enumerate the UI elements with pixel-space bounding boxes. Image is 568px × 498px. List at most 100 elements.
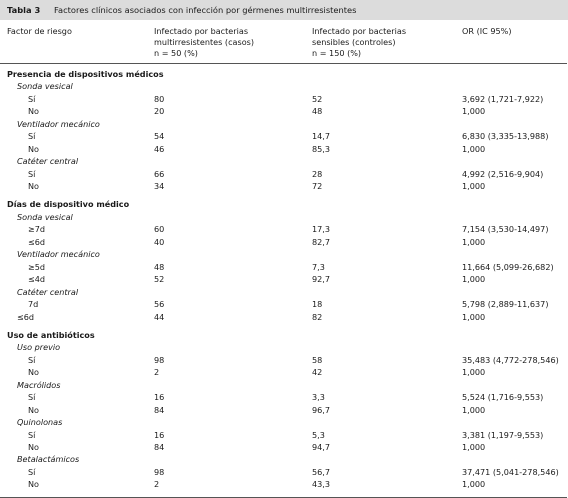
cell-controles: 7,3 [312,262,325,272]
cell-casos: 60 [154,224,165,234]
cell-casos: 66 [154,169,165,179]
row-label: ≤4d [28,274,46,284]
header-factor: Factor de riesgo [7,26,72,36]
subsection-heading: Ventilador mecánico [17,119,100,129]
cell-or: 5,798 (2,889-11,637) [462,299,549,309]
row-label: Sí [28,131,36,141]
cell-casos: 84 [154,442,165,452]
cell-casos: 16 [154,430,165,440]
cell-or: 1,000 [462,274,486,284]
cell-or: 1,000 [462,144,486,154]
row-label: ≤6d [28,237,46,247]
subsection-heading: Uso previo [17,342,61,352]
header-controles: Infectado por bacterias sensibles (contr… [312,26,407,58]
subsection-heading: Macrólidos [17,380,61,390]
cell-or: 1,000 [462,479,486,489]
cell-or: 6,830 (3,335-13,988) [462,131,549,141]
row-label: No [28,442,40,452]
row-label: Sí [28,467,36,477]
cell-controles: 17,3 [312,224,331,234]
header-casos: Infectado por bacterias multirresistente… [154,26,255,58]
row-label: No [28,106,40,116]
subsection-heading: Sonda vesical [17,81,73,91]
table-number: Tabla 3 [7,5,41,15]
cell-controles: 92,7 [312,274,331,284]
cell-casos: 20 [154,106,165,116]
cell-or: 4,992 (2,516-9,904) [462,169,544,179]
row-label: No [28,367,40,377]
cell-casos: 98 [154,355,165,365]
header-rule [0,63,567,64]
cell-controles: 5,3 [312,430,325,440]
row-label: Sí [28,430,36,440]
cell-casos: 48 [154,262,165,272]
subsection-heading: Betalactámicos [17,454,80,464]
table-caption: Tabla 3 Factores clínicos asociados con … [0,0,568,20]
row-label: No [28,405,40,415]
cell-or: 11,664 (5,099-26,682) [462,262,554,272]
row-label: No [28,144,40,154]
cell-controles: 58 [312,355,323,365]
row-label: Sí [28,355,36,365]
cell-controles: 48 [312,106,323,116]
row-label: No [28,479,40,489]
cell-controles: 28 [312,169,323,179]
cell-casos: 40 [154,237,165,247]
cell-casos: 54 [154,131,165,141]
row-label: Sí [28,392,36,402]
cell-controles: 72 [312,181,323,191]
cell-casos: 16 [154,392,165,402]
cell-or: 35,483 (4,772-278,546) [462,355,559,365]
cell-controles: 82,7 [312,237,331,247]
cell-casos: 80 [154,94,165,104]
section-heading: Días de dispositivo médico [7,199,130,209]
cell-casos: 56 [154,299,165,309]
cell-casos: 98 [154,467,165,477]
row-label: ≥7d [28,224,46,234]
cell-casos: 46 [154,144,165,154]
cell-or: 1,000 [462,367,486,377]
cell-controles: 85,3 [312,144,331,154]
cell-controles: 52 [312,94,323,104]
row-label: 7d [28,299,39,309]
table-title: Factores clínicos asociados con infecció… [54,5,357,15]
cell-or: 1,000 [462,237,486,247]
header-or: OR (IC 95%) [462,26,512,36]
cell-controles: 3,3 [312,392,325,402]
cell-or: 3,381 (1,197-9,553) [462,430,544,440]
row-label: ≥5d [28,262,46,272]
cell-casos: 2 [154,479,160,489]
subsection-heading: Sonda vesical [17,212,73,222]
section-heading: Uso de antibióticos [7,330,95,340]
cell-or: 1,000 [462,106,486,116]
cell-or: 7,154 (3,530-14,497) [462,224,549,234]
cell-controles: 96,7 [312,405,331,415]
cell-or: 1,000 [462,312,486,322]
row-label: Sí [28,94,36,104]
cell-casos: 2 [154,367,160,377]
row-label: Sí [28,169,36,179]
cell-controles: 14,7 [312,131,331,141]
cell-or: 1,000 [462,442,486,452]
subsection-heading: Catéter central [17,287,79,297]
subsection-heading: Catéter central [17,156,79,166]
cell-controles: 56,7 [312,467,331,477]
cell-casos: 44 [154,312,165,322]
row-label: ≤6d [17,312,35,322]
row-label: No [28,181,40,191]
section-heading: Presencia de dispositivos médicos [7,69,164,79]
cell-or: 1,000 [462,405,486,415]
cell-or: 3,692 (1,721-7,922) [462,94,544,104]
cell-controles: 18 [312,299,323,309]
subsection-heading: Ventilador mecánico [17,249,100,259]
cell-casos: 34 [154,181,165,191]
cell-casos: 52 [154,274,165,284]
cell-controles: 94,7 [312,442,331,452]
cell-or: 1,000 [462,181,486,191]
cell-controles: 82 [312,312,323,322]
cell-controles: 42 [312,367,323,377]
cell-casos: 84 [154,405,165,415]
cell-controles: 43,3 [312,479,331,489]
subsection-heading: Quinolonas [17,417,63,427]
